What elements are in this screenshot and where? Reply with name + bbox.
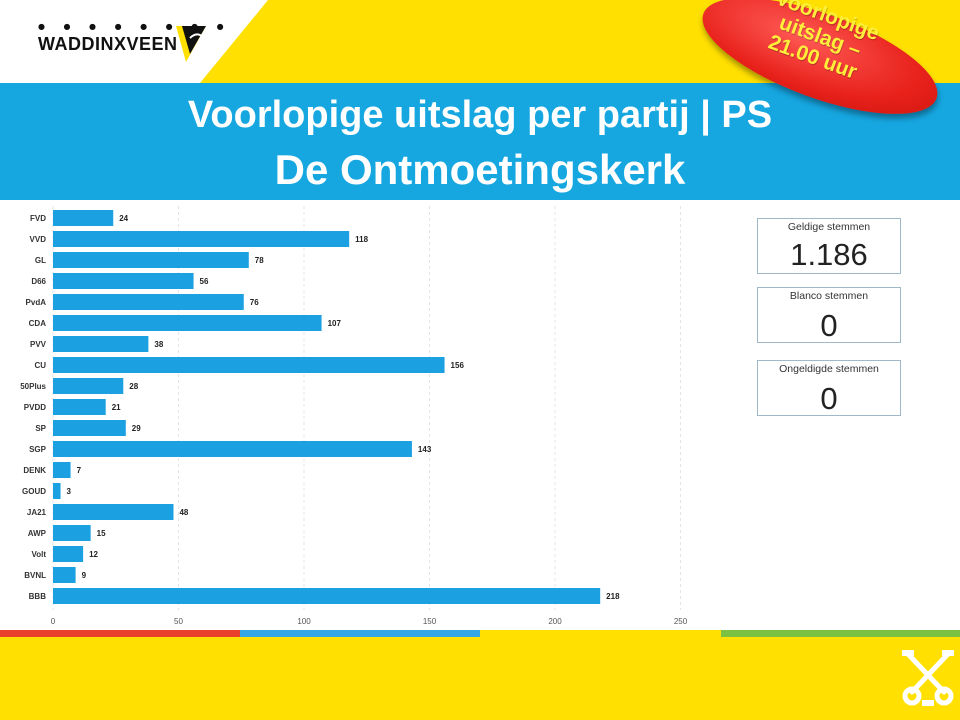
bar <box>53 588 601 604</box>
category-label: Volt <box>31 550 46 559</box>
data-label: 3 <box>67 487 72 496</box>
invalid-votes-value: 0 <box>820 381 838 416</box>
data-label: 7 <box>77 466 82 475</box>
category-label: VVD <box>30 235 47 244</box>
x-tick-label: 200 <box>548 617 562 626</box>
category-label: JA21 <box>27 508 47 517</box>
data-label: 118 <box>355 235 368 244</box>
logo-dots: ● ● ● ● ● ● ● ● <box>38 22 232 31</box>
data-label: 143 <box>418 445 432 454</box>
bar <box>53 315 322 331</box>
data-label: 107 <box>328 319 342 328</box>
bar <box>53 357 445 373</box>
data-label: 15 <box>97 529 106 538</box>
strip-green <box>721 630 960 637</box>
bar <box>53 210 114 226</box>
bar <box>53 336 149 352</box>
data-label: 78 <box>255 256 264 265</box>
data-label: 29 <box>132 424 141 433</box>
bar <box>53 504 174 520</box>
category-label: CDA <box>29 319 47 328</box>
municipality-logo: WADDINXVEEN <box>38 34 178 54</box>
category-label: AWP <box>28 529 47 538</box>
category-label: FVD <box>30 214 46 223</box>
bar <box>53 273 194 289</box>
invalid-votes-card: Ongeldigde stemmen 0 <box>757 360 901 416</box>
valid-votes-card: Geldige stemmen 1.186 <box>757 218 901 274</box>
logo-emblem-icon <box>176 26 206 62</box>
data-label: 24 <box>119 214 128 223</box>
x-tick-label: 250 <box>674 617 688 626</box>
category-label: SGP <box>29 445 47 454</box>
bar <box>53 294 244 310</box>
x-tick-label: 100 <box>297 617 311 626</box>
category-label: BVNL <box>24 571 46 580</box>
blank-votes-value: 0 <box>820 308 838 343</box>
data-label: 218 <box>606 592 620 601</box>
page-title: Voorlopige uitslag per partij | PS <box>187 94 773 136</box>
category-label: 50Plus <box>20 382 46 391</box>
category-label: GOUD <box>22 487 46 496</box>
invalid-votes-label: Ongeldigde stemmen <box>779 363 879 375</box>
title-banner <box>0 83 960 200</box>
category-label: CU <box>34 361 46 370</box>
blank-votes-card: Blanco stemmen 0 <box>757 287 901 343</box>
bar <box>53 567 76 583</box>
data-label: 76 <box>250 298 259 307</box>
category-label: D66 <box>31 277 46 286</box>
data-label: 12 <box>89 550 98 559</box>
data-label: 156 <box>451 361 465 370</box>
x-tick-label: 50 <box>174 617 183 626</box>
valid-votes-label: Geldige stemmen <box>787 221 871 233</box>
category-label: PVV <box>30 340 47 349</box>
bar <box>53 420 126 436</box>
bar <box>53 525 91 541</box>
bar-chart: 0 50 100 150 200 250 FVD 24 VVD 118 GL 78 D66 56 PvdA 7… <box>20 206 688 626</box>
bar <box>53 483 61 499</box>
category-label: SP <box>35 424 46 433</box>
crossed-keys-crest-icon <box>902 650 954 706</box>
x-tick-label: 0 <box>51 617 56 626</box>
data-label: 28 <box>129 382 138 391</box>
category-label: DENK <box>23 466 46 475</box>
category-label: PvdA <box>26 298 47 307</box>
strip-yellow <box>480 630 721 637</box>
category-label: PVDD <box>24 403 46 412</box>
data-label: 56 <box>200 277 209 286</box>
data-label: 48 <box>179 508 188 517</box>
bar <box>53 231 350 247</box>
blank-votes-label: Blanco stemmen <box>789 290 869 302</box>
valid-votes-value: 1.186 <box>790 237 868 272</box>
category-label: GL <box>35 256 46 265</box>
data-label: 38 <box>154 340 163 349</box>
bar <box>53 378 124 394</box>
x-tick-label: 150 <box>423 617 437 626</box>
bar <box>53 546 84 562</box>
bar <box>53 441 412 457</box>
bar <box>53 252 249 268</box>
data-label: 21 <box>112 403 121 412</box>
bar <box>53 399 106 415</box>
category-label: BBB <box>29 592 47 601</box>
strip-blue <box>240 630 480 637</box>
data-label: 9 <box>82 571 87 580</box>
page-subtitle: De Ontmoetingskerk <box>274 146 686 193</box>
strip-red <box>0 630 240 637</box>
bar <box>53 462 71 478</box>
